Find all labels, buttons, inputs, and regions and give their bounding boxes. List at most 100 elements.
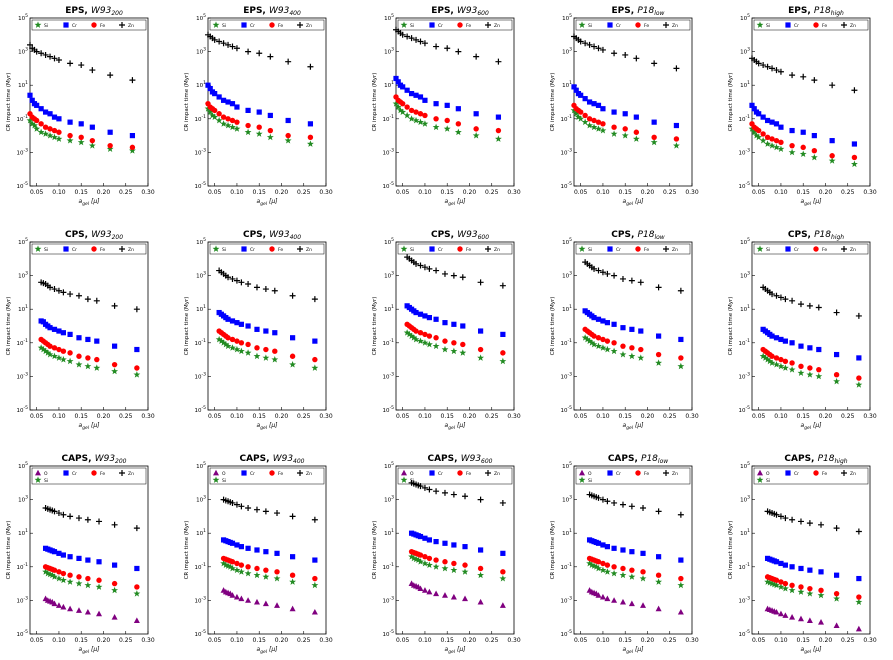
legend-label-cr: Cr [72, 23, 77, 29]
point-si [271, 356, 279, 363]
x-axis-label: agel [μ] [623, 422, 645, 431]
legend-marker-zn [485, 470, 491, 476]
y-tick-label: 103 [740, 495, 750, 504]
point-fe [477, 565, 484, 572]
point-si [770, 580, 778, 588]
legend-label-fe: Fe [278, 247, 283, 253]
y-tick-label: 105 [384, 461, 394, 470]
legend [397, 243, 513, 255]
x-axis-label: agel [μ] [79, 198, 101, 207]
point-fe [600, 336, 606, 343]
x-tick-label: 0.05 [30, 637, 44, 644]
point-zn [673, 65, 680, 72]
point-zn [27, 41, 33, 48]
y-tick-label: 10-3 [561, 371, 573, 380]
point-cr [760, 114, 766, 120]
x-axis-label: agel [μ] [445, 198, 467, 207]
point-cr [811, 133, 817, 139]
point-o [51, 600, 58, 607]
x-axis-label: agel [μ] [257, 198, 279, 207]
y-tick-label: 10-5 [561, 181, 573, 190]
point-zn [789, 72, 796, 79]
y-tick-label: 101 [740, 528, 750, 537]
point-o [229, 592, 236, 598]
point-cr [51, 549, 58, 555]
point-si [499, 574, 507, 582]
point-cr [798, 565, 804, 572]
legend-marker-si [400, 476, 408, 483]
legend-marker-cr [785, 246, 791, 252]
x-tick-label: 0.20 [819, 413, 833, 420]
point-zn [55, 57, 62, 63]
point-zn [262, 508, 269, 515]
point-zn [33, 48, 40, 55]
legend-label-zn: Zn [306, 23, 312, 29]
point-fe [600, 121, 606, 127]
y-tick-label: 10-5 [195, 629, 207, 638]
point-zn [111, 302, 118, 309]
point-fe [462, 562, 468, 568]
point-si [768, 580, 776, 587]
y-tick-label: 10-1 [739, 562, 751, 571]
point-cr [422, 535, 428, 541]
point-si [441, 345, 449, 353]
legend-marker-fe [269, 470, 275, 476]
point-si [833, 595, 841, 602]
point-zn [311, 516, 318, 523]
point-si [655, 359, 663, 366]
legend-marker-o [757, 469, 763, 476]
x-tick-label: 0.20 [641, 413, 655, 420]
point-zn [245, 281, 252, 287]
point-zn [833, 309, 840, 316]
point-si [628, 573, 636, 580]
point-fe [134, 584, 140, 590]
legend [31, 19, 147, 31]
point-cr [212, 91, 218, 97]
x-tick-label: 0.25 [663, 413, 677, 420]
point-si [650, 138, 658, 146]
point-zn [229, 275, 236, 282]
point-fe [245, 564, 251, 570]
legend [209, 243, 325, 255]
legend-label-si: Si [588, 478, 592, 484]
point-zn [408, 35, 415, 42]
point-cr [229, 318, 236, 324]
point-o [833, 622, 840, 628]
legend-label-zn: Zn [128, 247, 134, 253]
point-zn [619, 275, 626, 282]
point-fe [238, 340, 245, 346]
y-tick-label: 10-5 [561, 629, 573, 638]
point-si [222, 340, 230, 348]
point-si [217, 337, 225, 345]
point-si [244, 349, 252, 356]
y-tick-label: 101 [384, 80, 394, 89]
point-si [421, 339, 429, 346]
x-tick-label: 0.15 [253, 637, 267, 644]
point-fe [789, 142, 795, 149]
point-fe [789, 360, 795, 366]
legend-label-cr: Cr [438, 471, 443, 477]
point-cr [751, 106, 757, 112]
point-o [450, 593, 457, 600]
y-axis-label: CR impact time (Myr) [728, 521, 734, 580]
point-si [42, 568, 50, 575]
point-si [93, 364, 101, 371]
x-tick-label: 0.20 [463, 637, 477, 644]
point-si [759, 352, 767, 360]
point-si [394, 103, 402, 110]
legend-marker-fe [269, 246, 275, 252]
panel-0-3: EPS, P18low 105 103 101 10-1 10-3 10-50.05 0.10… [550, 6, 699, 207]
x-tick-label: 0.15 [441, 413, 455, 420]
legend-label-fe: Fe [822, 247, 827, 253]
y-tick-label: 10-5 [383, 181, 395, 190]
x-tick-label: 0.15 [797, 189, 811, 196]
x-axis-label: agel [μ] [79, 422, 101, 431]
x-tick-label: 0.25 [485, 189, 499, 196]
point-cr [85, 336, 91, 343]
point-zn [441, 270, 448, 277]
point-cr [272, 330, 278, 336]
point-zn [651, 60, 658, 67]
panel-title: EPS, P18high [788, 6, 844, 17]
point-si [781, 585, 789, 592]
